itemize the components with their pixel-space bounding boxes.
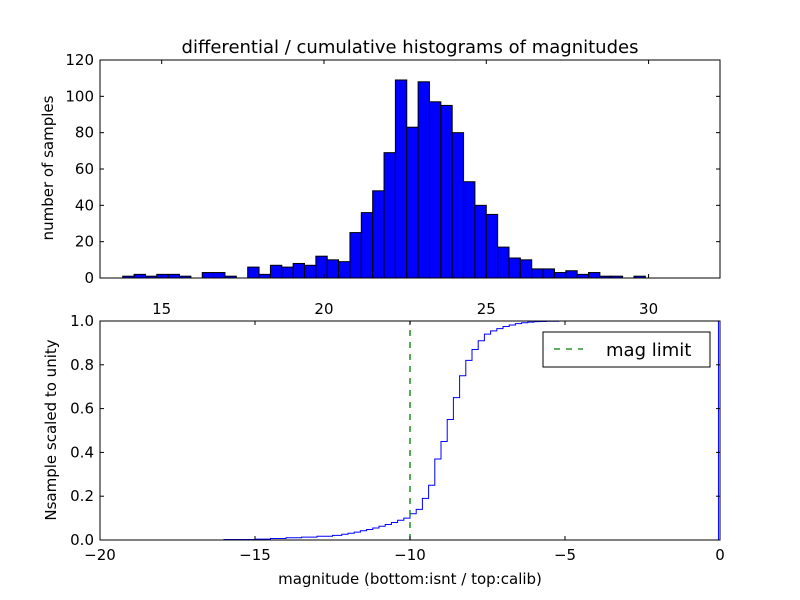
histogram-bar <box>315 255 328 279</box>
x-tick-label: 30 <box>639 300 658 318</box>
top-axes-frame <box>99 59 721 279</box>
histogram-bar <box>588 272 601 279</box>
bottom-axes-frame <box>99 320 721 541</box>
histogram-bar <box>542 268 555 279</box>
top-y-axis-label: number of samples <box>39 95 57 240</box>
bottom-x-axis-label: magnitude (bottom:isnt / top:calib) <box>278 570 542 588</box>
x-tick-label: 0 <box>715 546 725 564</box>
x-tick-label: 20 <box>314 300 333 318</box>
y-tick-label: 0.6 <box>70 400 94 418</box>
histogram-bar <box>485 213 499 279</box>
bottom-cumulative-panel: magnitude (bottom:isnt / top:calib) Nsam… <box>42 312 725 588</box>
x-tick-label: −20 <box>84 546 116 564</box>
histogram-bar <box>167 273 181 279</box>
y-tick-label: 0.4 <box>70 443 94 461</box>
histogram-bar <box>474 204 487 279</box>
y-tick-label: 60 <box>75 160 94 178</box>
y-tick-label: 1.0 <box>70 312 94 330</box>
histogram-bar <box>292 262 306 279</box>
histogram-bar <box>440 104 453 279</box>
histogram-bar <box>326 259 340 279</box>
histogram-bar <box>576 273 590 279</box>
histogram-bar <box>213 272 226 279</box>
histogram-bar <box>417 81 430 279</box>
histogram-bar <box>269 264 283 279</box>
y-tick-label: 0.8 <box>70 356 94 374</box>
y-tick-label: 0.2 <box>70 487 94 505</box>
histogram-bar <box>565 270 578 279</box>
histogram-bar <box>281 266 294 279</box>
y-tick-label: 0 <box>84 269 94 287</box>
cumulative-step-line <box>100 320 720 541</box>
y-tick-label: 120 <box>65 51 94 69</box>
x-tick-label: −5 <box>554 546 576 564</box>
legend-label-mag-limit: mag limit <box>606 340 691 361</box>
x-tick-label: 15 <box>152 300 171 318</box>
histogram-bar <box>519 259 533 279</box>
histogram-bar <box>497 246 510 279</box>
histogram-bar <box>531 268 544 279</box>
y-tick-label: 20 <box>75 233 94 251</box>
top-ticks-group: 0 20 40 60 80 100 120 15 20 25 30 <box>65 51 720 318</box>
y-tick-label: 0.0 <box>70 531 94 549</box>
histogram-bar <box>553 272 567 279</box>
bottom-lines-group <box>100 320 720 541</box>
bottom-y-axis-label: Nsample scaled to unity <box>42 339 60 520</box>
histogram-bar <box>247 266 260 279</box>
histogram-bar <box>201 272 215 279</box>
histogram-bar <box>428 101 442 279</box>
bottom-ticks-group: 0.0 0.2 0.4 0.6 0.8 1.0 −20 −15 −10 −5 0 <box>70 312 725 564</box>
histogram-bar <box>360 212 374 279</box>
histogram-bar <box>304 264 317 279</box>
histogram-bar <box>372 190 385 279</box>
y-tick-label: 40 <box>75 196 94 214</box>
histogram-bar <box>258 273 271 279</box>
x-tick-label: 25 <box>477 300 496 318</box>
histogram-bar <box>451 132 465 279</box>
histogram-bar <box>463 181 476 279</box>
histogram-bar <box>156 273 169 279</box>
histogram-bar <box>133 273 146 279</box>
histogram-bar <box>394 79 408 279</box>
chart-title: differential / cumulative histograms of … <box>182 37 639 58</box>
x-tick-label: −10 <box>394 546 426 564</box>
histogram-bar <box>349 232 362 279</box>
y-tick-label: 100 <box>65 87 94 105</box>
histogram-bar <box>508 257 521 279</box>
histogram-bar <box>338 261 351 279</box>
x-tick-label: −15 <box>239 546 271 564</box>
histogram-bar <box>406 126 419 279</box>
legend: mag limit <box>542 331 711 368</box>
top-histogram-panel: differential / cumulative histograms of … <box>39 37 721 318</box>
y-tick-label: 80 <box>75 124 94 142</box>
histogram-bar <box>383 152 396 279</box>
